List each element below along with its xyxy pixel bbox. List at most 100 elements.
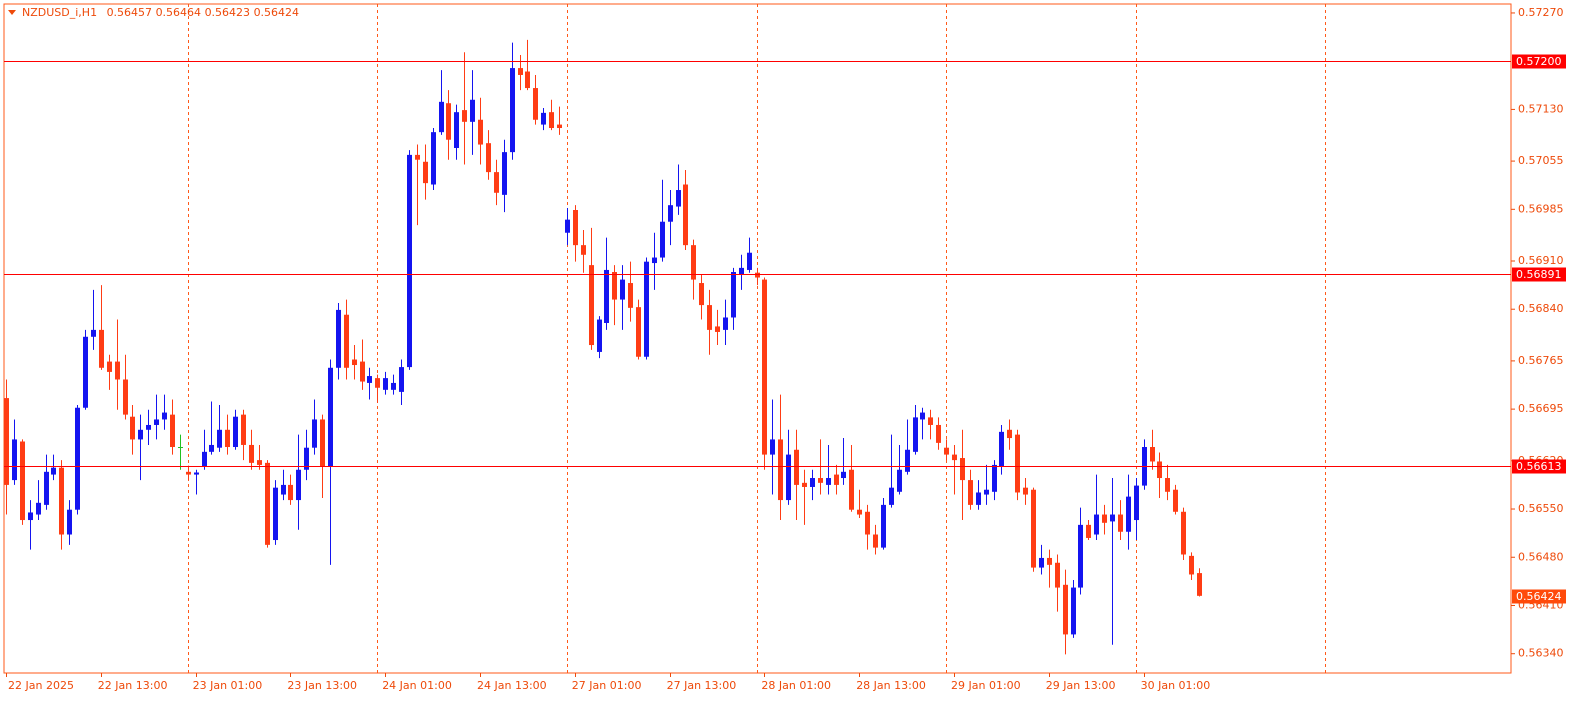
candle-body: [1126, 496, 1131, 532]
candle-body: [628, 283, 633, 308]
overlay: 0.57200 0.56891 0.56613 0.56424: [4, 54, 1566, 604]
menu-arrow[interactable]: [8, 10, 16, 15]
candle-body: [344, 314, 349, 368]
y-tick-label: 0.56910: [1518, 254, 1564, 267]
candle-body: [715, 326, 720, 332]
candle-body: [960, 458, 965, 481]
x-tick-label: 24 Jan 13:00: [477, 679, 547, 692]
candle-body: [984, 489, 989, 495]
candle-body: [162, 412, 167, 420]
candle-body: [1181, 511, 1186, 555]
candle-body: [233, 416, 238, 448]
candle-body: [170, 414, 175, 448]
candle-body: [731, 272, 736, 318]
candle-body: [794, 449, 799, 485]
candle-body: [115, 361, 120, 380]
candle-body: [755, 272, 760, 278]
candle-body: [44, 471, 49, 505]
candle-body: [123, 379, 128, 415]
y-tick-label: 0.56480: [1518, 550, 1564, 563]
header-close: 0.56424: [254, 6, 300, 19]
candle-body: [1118, 514, 1123, 532]
candle-body: [699, 283, 704, 306]
candle-body: [91, 329, 96, 337]
candle-body: [620, 279, 625, 300]
candle-body: [644, 261, 649, 357]
candle-body: [383, 378, 388, 390]
candle-body: [1071, 587, 1076, 635]
candle-body: [778, 439, 783, 501]
candle-body: [533, 88, 538, 120]
candles: [4, 39, 1202, 655]
x-tick-label: 24 Jan 01:00: [382, 679, 452, 692]
candle-body: [1015, 434, 1020, 493]
candle-body: [1134, 485, 1139, 521]
candle-body: [660, 221, 665, 258]
candle-body: [1173, 489, 1178, 512]
candle-body: [1047, 557, 1052, 565]
grid: 0.572700.571300.570550.569850.569100.568…: [6, 4, 1564, 692]
candle-body: [209, 444, 214, 452]
candle-body: [36, 502, 41, 515]
candle-body: [691, 245, 696, 280]
candle-body: [999, 431, 1004, 467]
y-tick-label: 0.56765: [1518, 354, 1564, 367]
candle-body: [1031, 489, 1036, 568]
x-tick-label: 28 Jan 13:00: [856, 679, 926, 692]
x-tick-label: 27 Jan 01:00: [572, 679, 642, 692]
candle-body: [75, 407, 80, 510]
candle-body: [913, 417, 918, 452]
candle-body: [454, 112, 459, 148]
candle-body: [897, 469, 902, 492]
x-tick-label: 27 Jan 13:00: [667, 679, 737, 692]
level-label: 0.56891: [1516, 268, 1562, 281]
candle-body: [257, 460, 262, 465]
x-tick-label: 29 Jan 13:00: [1046, 679, 1116, 692]
candle-body: [565, 219, 570, 233]
price-box: [1512, 589, 1566, 604]
candle-body: [762, 279, 767, 455]
candle-body: [770, 439, 775, 455]
candle-body: [549, 112, 554, 129]
candle-body: [273, 487, 278, 541]
candle-body: [518, 68, 523, 75]
candle-body: [944, 447, 949, 455]
candle-body: [431, 132, 436, 185]
candle-body: [486, 143, 491, 173]
candle-body: [920, 412, 925, 420]
candle-body: [739, 267, 744, 275]
candle-body: [288, 484, 293, 501]
plot-frame: [3, 3, 1512, 674]
candle-body: [241, 414, 246, 445]
y-tick-label: 0.56695: [1518, 402, 1564, 415]
candle-body: [589, 265, 594, 346]
candle-body: [707, 305, 712, 330]
candle-body: [391, 382, 396, 390]
candle-body: [510, 68, 515, 153]
candle-body: [1023, 487, 1028, 495]
level-box: [1512, 54, 1566, 69]
candle-body: [636, 307, 641, 357]
x-tick-label: 23 Jan 01:00: [193, 679, 263, 692]
candle-body: [20, 441, 25, 521]
candle-body: [604, 269, 609, 323]
y-tick-label: 0.57130: [1518, 102, 1564, 115]
candle-body: [873, 534, 878, 548]
candle-body: [1094, 514, 1099, 535]
symbol: NZDUSD_i,H1: [22, 6, 97, 19]
candle-body: [130, 416, 135, 440]
candle-body: [849, 469, 854, 510]
candle-body: [723, 317, 728, 330]
candle-body: [336, 309, 341, 368]
candle-body: [407, 154, 412, 368]
level-box: [1512, 267, 1566, 282]
candle-body: [502, 152, 507, 195]
candle-body: [154, 419, 159, 425]
candle-body: [1157, 461, 1162, 479]
candle-body: [99, 329, 104, 368]
candle-body: [470, 99, 475, 122]
candle-body: [399, 367, 404, 392]
candle-body: [367, 376, 372, 383]
candle-body: [265, 462, 270, 545]
candle-body: [107, 361, 112, 372]
